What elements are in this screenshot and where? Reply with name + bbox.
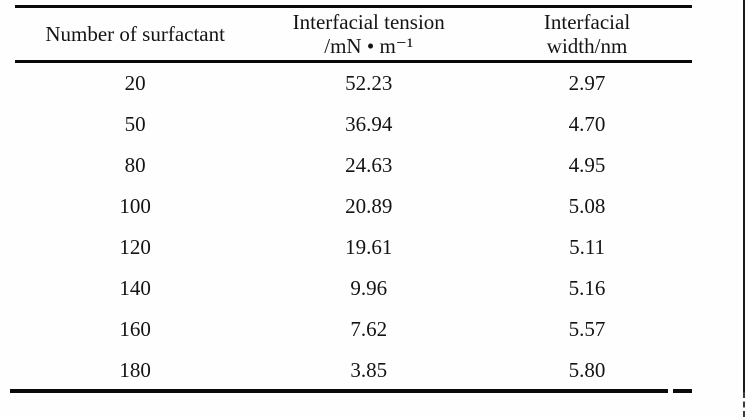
table-header: Number of surfactant Interfacial tension… bbox=[15, 6, 692, 62]
bottom-rule-segment bbox=[10, 389, 668, 393]
table-bottom-rule bbox=[10, 389, 692, 393]
table-row: 20 52.23 2.97 bbox=[15, 62, 692, 105]
cell-tension: 19.61 bbox=[345, 235, 393, 259]
table-row: 120 19.61 5.11 bbox=[15, 227, 692, 268]
table-row: 160 7.62 5.57 bbox=[15, 309, 692, 350]
bottom-rule-segment bbox=[673, 389, 692, 393]
cell-width: 5.80 bbox=[568, 358, 606, 382]
cell-width: 5.57 bbox=[568, 317, 606, 341]
cell-surfactant: 160 bbox=[119, 317, 151, 341]
cell-surfactant: 140 bbox=[119, 276, 151, 300]
table-row: 50 36.94 4.70 bbox=[15, 104, 692, 145]
cell-tension: 36.94 bbox=[345, 112, 393, 136]
header-row: Number of surfactant Interfacial tension… bbox=[15, 6, 692, 62]
cell-width: 4.70 bbox=[568, 112, 606, 136]
cell-tension: 7.62 bbox=[350, 317, 388, 341]
cell-surfactant: 100 bbox=[119, 194, 151, 218]
table-body: 20 52.23 2.97 50 36.94 4.70 80 24.63 4.9… bbox=[15, 62, 692, 392]
cell-surfactant: 50 bbox=[124, 112, 146, 136]
cell-surfactant: 20 bbox=[124, 71, 146, 95]
cell-tension: 24.63 bbox=[345, 153, 393, 177]
column-header-width: Interfacial width/nm bbox=[482, 7, 692, 62]
cell-tension: 9.96 bbox=[350, 276, 388, 300]
surfactant-data-table: Number of surfactant Interfacial tension… bbox=[15, 5, 692, 391]
table-row: 140 9.96 5.16 bbox=[15, 268, 692, 309]
cell-width: 5.11 bbox=[569, 235, 606, 259]
cell-surfactant: 180 bbox=[119, 358, 151, 382]
cell-tension: 52.23 bbox=[345, 71, 393, 95]
header-label-line2: /mN • m⁻¹ bbox=[324, 34, 414, 58]
header-label-line2: width/nm bbox=[546, 34, 628, 58]
cell-width: 5.16 bbox=[568, 276, 606, 300]
scan-edge-line bbox=[743, 0, 745, 392]
scan-edge-dashed-line bbox=[743, 392, 745, 417]
table-row: 100 20.89 5.08 bbox=[15, 186, 692, 227]
cell-width: 4.95 bbox=[568, 153, 606, 177]
header-label-line1: Interfacial tension bbox=[292, 10, 445, 34]
table-row: 80 24.63 4.95 bbox=[15, 145, 692, 186]
cell-surfactant: 80 bbox=[124, 153, 146, 177]
column-header-tension: Interfacial tension /mN • m⁻¹ bbox=[255, 7, 482, 62]
column-header-surfactant: Number of surfactant bbox=[15, 7, 255, 62]
cell-width: 5.08 bbox=[568, 194, 606, 218]
cell-surfactant: 120 bbox=[119, 235, 151, 259]
cell-width: 2.97 bbox=[568, 71, 606, 95]
header-label-line1: Interfacial bbox=[543, 10, 631, 34]
cell-tension: 20.89 bbox=[345, 194, 393, 218]
cell-tension: 3.85 bbox=[350, 358, 388, 382]
header-label: Number of surfactant bbox=[45, 22, 225, 46]
table-row: 180 3.85 5.80 bbox=[15, 350, 692, 391]
